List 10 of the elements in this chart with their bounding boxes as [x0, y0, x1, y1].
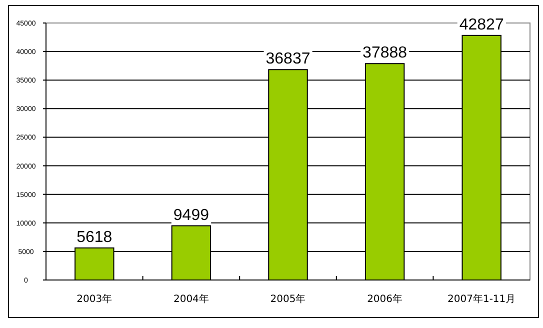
data-label: 9499 — [173, 206, 210, 224]
data-label: 5618 — [76, 228, 112, 246]
data-label: 42827 — [459, 16, 504, 34]
x-tick-label: 2005年 — [270, 293, 306, 305]
x-tick-label: 2004年 — [173, 293, 209, 305]
x-tick-label: 2007年1-11月 — [448, 293, 516, 305]
data-label: 37888 — [362, 44, 408, 62]
x-tick-label: 2003年 — [76, 293, 112, 305]
data-label: 36837 — [266, 50, 310, 68]
x-tick-label: 2006年 — [367, 293, 403, 305]
